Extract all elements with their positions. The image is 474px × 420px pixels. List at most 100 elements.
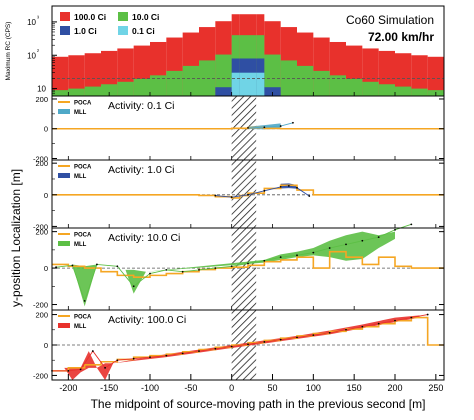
top-y-axis-label: Maximum RC (CPS) [5, 22, 12, 81]
mll-point [165, 269, 168, 271]
histogram-bar [329, 75, 346, 96]
mll-point [104, 366, 106, 369]
mll-point [328, 331, 331, 334]
panel-p01: -200 0 200 POCA MLL Activity: 0.1 Ci [33, 95, 445, 164]
x-axis-label: The midpoint of source-moving path in th… [91, 397, 426, 411]
mll-point [214, 194, 217, 197]
histogram-bar [101, 84, 118, 96]
histogram-bar [395, 86, 412, 96]
histogram-bar [427, 56, 444, 96]
x-tick-label: -200 [59, 383, 77, 393]
y-tick-label: -200 [33, 155, 48, 164]
histogram-bar [52, 90, 69, 96]
mll-point [410, 223, 413, 226]
histogram-bar [264, 54, 281, 96]
mll-point [308, 195, 311, 197]
histogram-bar [133, 78, 150, 96]
top-title: Co60 Simulation [346, 13, 434, 27]
legend-label: 10.0 Ci [132, 12, 159, 22]
y-tick-label-exponent: ³ [37, 16, 39, 22]
histogram-bar [117, 81, 134, 96]
mll-point [230, 265, 233, 268]
x-tick-label: 100 [306, 383, 321, 393]
mll-point [116, 265, 119, 268]
panel-title: Activity: 0.1 Ci [108, 100, 175, 112]
histogram-bar [378, 84, 395, 96]
y-tick-label: -200 [33, 222, 48, 231]
legend-swatch [60, 26, 70, 35]
mll-point [328, 247, 331, 249]
mll-point [198, 350, 200, 352]
y-tick-label: 0 [44, 341, 48, 350]
histogram-bar [411, 88, 428, 96]
histogram-bar [256, 72, 265, 96]
x-tick-label: 0 [229, 383, 234, 393]
mll-point [263, 126, 266, 129]
hatched-region [231, 228, 257, 310]
mll-point [279, 125, 282, 127]
histogram-bar [239, 72, 248, 96]
mll-point [230, 345, 233, 348]
poca-line [52, 250, 444, 279]
mll-point [214, 347, 217, 350]
y-tick-label: 10 [27, 18, 36, 27]
mll-point [149, 272, 151, 275]
mll-point [67, 369, 70, 372]
legend-label: 100.0 Ci [74, 12, 106, 22]
mll-point [361, 325, 364, 328]
histogram-bar [231, 72, 240, 96]
mll-point [116, 359, 119, 362]
mll-point [247, 262, 249, 265]
panel-p1: -200 0 200 POCA MLL Activity: 1.0 Ci [33, 159, 445, 231]
mll-point [292, 121, 294, 124]
x-tick-label: 150 [347, 383, 362, 393]
legend-mll-label: MLL [74, 110, 87, 116]
histogram-bar [68, 88, 85, 96]
mll-point [296, 186, 298, 189]
mll-point [247, 193, 249, 196]
panel-title: Activity: 1.0 Ci [108, 164, 175, 176]
legend-poca-label: POCA [74, 165, 92, 171]
mll-point [263, 189, 266, 192]
mll-point [312, 334, 315, 337]
legend-mll-swatch [58, 323, 70, 328]
panel-title: Activity: 10.0 Ci [108, 232, 180, 244]
mll-point [96, 263, 98, 266]
y-tick-label: 200 [35, 311, 48, 320]
y-tick-label: 0 [44, 125, 48, 134]
mll-point [198, 269, 200, 271]
y-tick-label-exponent: ² [37, 49, 39, 55]
histogram-bar [264, 87, 281, 96]
top-subtitle: 72.00 km/hr [368, 30, 434, 44]
x-tick-label: 250 [428, 383, 443, 393]
x-tick-label: 50 [267, 383, 277, 393]
y-tick-label: 0 [44, 191, 48, 200]
mll-point [132, 285, 135, 288]
y-tick-label: -200 [33, 301, 48, 310]
histogram-bar [166, 70, 183, 96]
mll-point [83, 299, 86, 302]
mll-band [72, 231, 396, 307]
histogram-bar [313, 70, 330, 96]
x-tick-label: -100 [141, 383, 159, 393]
mll-point [296, 254, 298, 257]
mll-point [361, 239, 364, 242]
histogram-bar [215, 54, 232, 96]
histogram-bar [84, 53, 101, 96]
y-tick-label: 10 [27, 51, 36, 60]
mll-point [296, 336, 298, 339]
histogram-bar [52, 56, 69, 96]
legend-mll-label: MLL [74, 324, 87, 330]
legend-mll-swatch [58, 173, 70, 178]
legend-swatch [118, 12, 128, 21]
y-tick-label: 0 [44, 264, 48, 273]
x-tick-label: 200 [387, 383, 402, 393]
legend-mll-swatch [58, 109, 70, 114]
mll-point [263, 259, 266, 262]
mll-point [279, 338, 282, 341]
y-tick-label: 200 [35, 159, 48, 168]
mll-point [71, 264, 74, 267]
mll-point [181, 270, 184, 273]
